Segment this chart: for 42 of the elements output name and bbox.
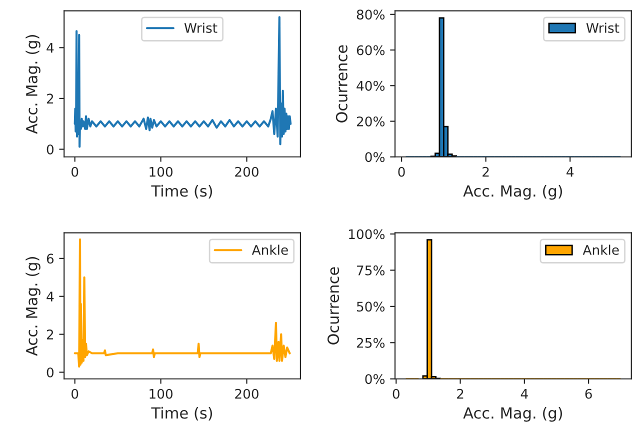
- y-tick-label: 60%: [356, 45, 385, 56]
- y-tick-label: 4: [46, 292, 54, 302]
- y-tick-label: 80%: [356, 10, 385, 20]
- x-tick-label: 0: [392, 388, 400, 399]
- x-tick-label: 0: [398, 166, 405, 177]
- y-tick-label: 0%: [365, 152, 385, 162]
- y-tick-label: 0: [46, 144, 54, 154]
- x-axis-title: Acc. Mag. (g): [463, 406, 562, 422]
- x-tick-label: 2: [482, 166, 489, 177]
- x-tick-label: 4: [566, 167, 574, 177]
- x-tick-label: 2: [457, 388, 464, 399]
- y-tick-label: 0: [46, 367, 54, 378]
- legend-label: Wrist: [586, 22, 620, 33]
- x-tick-label: 200: [235, 388, 258, 399]
- y-axis-title: Acc. Mag. (g): [26, 257, 40, 356]
- y-tick-label: 100%: [349, 229, 385, 240]
- x-tick-label: 100: [150, 166, 173, 177]
- x-tick-label: 0: [72, 388, 78, 399]
- x-tick-label: 4: [520, 389, 528, 399]
- x-tick-label: 6: [585, 388, 592, 399]
- x-tick-label: 100: [150, 388, 173, 399]
- x-axis-title: Time (s): [151, 406, 212, 421]
- x-axis-title: Time (s): [151, 184, 212, 199]
- y-tick-label: 4: [46, 43, 54, 53]
- y-tick-label: 2: [46, 330, 54, 340]
- y-tick-label: 0%: [365, 374, 385, 384]
- y-tick-label: 2: [46, 94, 54, 104]
- x-axis-title: Acc. Mag. (g): [463, 184, 562, 200]
- y-tick-label: 40%: [356, 80, 385, 91]
- y-axis-title: Ocurrence: [328, 267, 340, 344]
- legend-label: Ankle: [582, 244, 619, 255]
- y-tick-label: 25%: [356, 338, 385, 348]
- y-tick-label: 75%: [357, 265, 385, 276]
- x-tick-label: 200: [235, 166, 258, 177]
- legend-label: Wrist: [184, 22, 218, 33]
- y-axis-title: Acc. Mag. (g): [26, 35, 40, 134]
- legend-label: Ankle: [252, 244, 288, 255]
- x-tick-label: 0: [72, 166, 78, 177]
- y-tick-label: 20%: [356, 116, 385, 126]
- y-tick-label: 6: [46, 254, 54, 264]
- y-tick-label: 50%: [356, 302, 385, 312]
- y-axis-title: Ocurrence: [336, 45, 348, 122]
